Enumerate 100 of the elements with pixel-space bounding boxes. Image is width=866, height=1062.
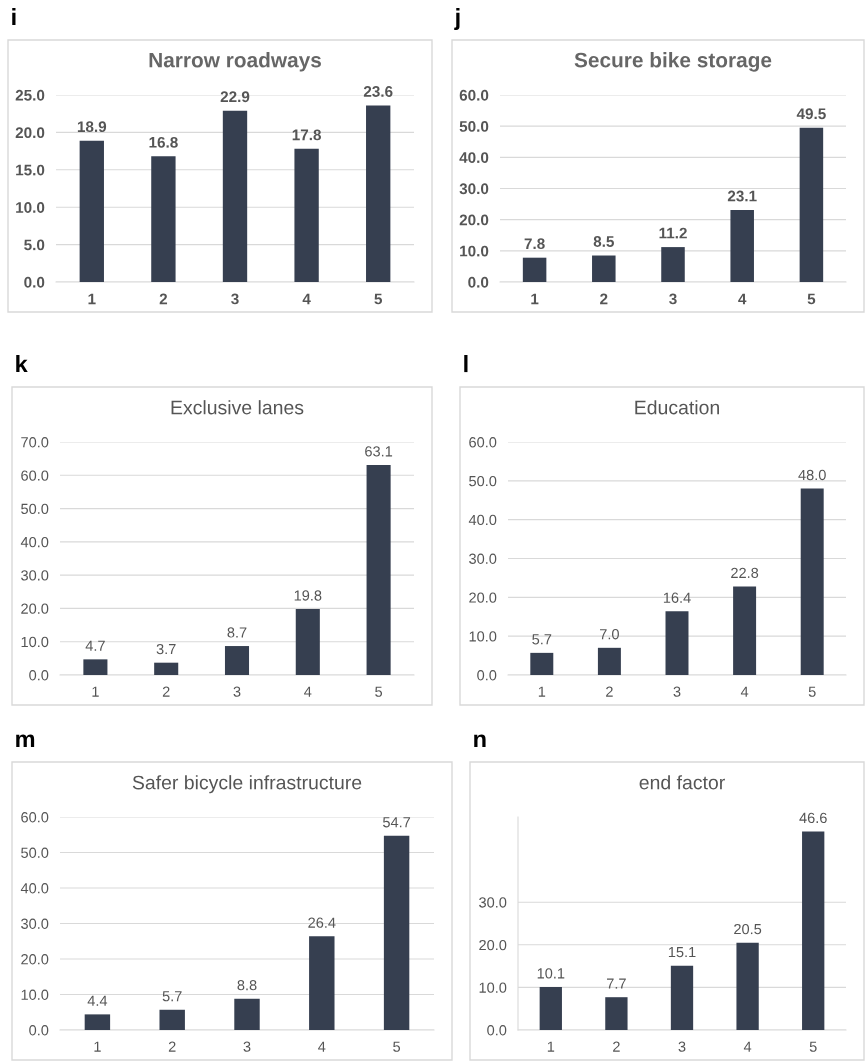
y-tick-label: 20.0 (479, 939, 507, 951)
bar (83, 659, 108, 675)
bar (295, 609, 320, 675)
x-tick-label: 2 (159, 293, 168, 305)
x-tick-label: 4 (318, 1041, 326, 1052)
data-label: 5.7 (532, 634, 552, 645)
y-tick-label: 20.0 (21, 603, 49, 614)
x-tick-label: 4 (740, 686, 749, 697)
data-label: 8.7 (227, 627, 247, 638)
x-tick-label: 4 (738, 293, 747, 305)
y-tick-label: 10.0 (479, 982, 507, 993)
y-tick-label: 10.0 (460, 245, 489, 257)
data-label: 5.7 (162, 991, 182, 1002)
y-tick-label: 0.0 (29, 670, 49, 681)
y-tick-label: 10.0 (16, 202, 45, 213)
data-label: 46.6 (799, 812, 827, 824)
bar (530, 652, 554, 675)
bar (605, 997, 628, 1030)
data-label: 10.1 (537, 968, 565, 979)
data-label: 48.0 (798, 469, 826, 481)
x-tick-label: 3 (669, 293, 677, 305)
data-label: 18.9 (77, 121, 107, 133)
bar (539, 986, 562, 1030)
bar (522, 257, 547, 282)
chart-title: Secure bike storage (574, 52, 772, 72)
data-label: 3.7 (156, 643, 176, 655)
y-tick-label: 50.0 (21, 503, 49, 514)
bar (592, 255, 616, 282)
data-label: 11.2 (659, 227, 687, 239)
data-label: 8.8 (237, 980, 257, 991)
y-tick-label: 20.0 (15, 127, 45, 139)
text: i (12, 7, 16, 26)
bar (366, 105, 391, 282)
y-tick-label: 10.0 (21, 989, 49, 1000)
x-tick-label: 2 (168, 1041, 176, 1052)
y-tick-label: 60.0 (469, 437, 497, 448)
y-tick-label: 30.0 (21, 570, 49, 581)
chart-title: Exclusive lanes (171, 400, 304, 415)
y-tick-label: 20.0 (21, 954, 49, 965)
bar (222, 110, 248, 282)
bar (294, 148, 319, 282)
text: j (454, 7, 460, 30)
y-tick-label: 70.0 (21, 437, 49, 448)
x-tick-label: 5 (374, 293, 383, 305)
data-label: 22.9 (220, 91, 250, 103)
bar (733, 586, 757, 675)
x-tick-label: 5 (375, 686, 383, 697)
x-tick-label: 5 (809, 1041, 817, 1052)
y-tick-label: 20.0 (459, 214, 489, 226)
y-tick-label: 30.0 (479, 897, 507, 908)
chart-title: Safer bicycle infrastructure (132, 775, 362, 794)
data-label: 26.4 (308, 917, 336, 928)
y-tick-label: 40.0 (459, 152, 489, 164)
data-label: 8.5 (593, 236, 614, 247)
text: k (16, 354, 28, 373)
data-label: 23.6 (363, 86, 393, 97)
data-label: 49.5 (796, 108, 826, 120)
x-tick-label: 2 (606, 686, 613, 697)
y-tick-label: 0.0 (487, 1025, 507, 1036)
bar (730, 210, 754, 282)
x-tick-label: 5 (807, 293, 816, 305)
y-tick-label: 0.0 (29, 1025, 49, 1036)
text: m (16, 734, 35, 748)
data-label: 4.4 (87, 995, 108, 1006)
bar (736, 942, 759, 1030)
y-tick-label: 40.0 (468, 514, 497, 526)
bar (670, 965, 694, 1030)
y-tick-label: 20.0 (469, 592, 497, 603)
bar (802, 831, 825, 1030)
data-label: 20.5 (734, 923, 762, 935)
y-tick-label: 10.0 (21, 636, 49, 648)
data-label: 54.7 (382, 817, 411, 828)
bar (154, 662, 179, 675)
bar (665, 611, 689, 675)
y-tick-label: 0.0 (477, 670, 497, 681)
x-tick-label: 3 (673, 686, 681, 697)
x-tick-label: 1 (94, 1041, 101, 1052)
bar (661, 247, 685, 282)
data-label: 23.1 (727, 190, 757, 202)
y-tick-label: 30.0 (459, 183, 489, 195)
x-tick-label: 1 (92, 686, 99, 697)
y-tick-label: 50.0 (459, 121, 489, 132)
x-tick-label: 3 (231, 293, 239, 305)
chart-title: Narrow roadways (149, 52, 321, 72)
data-label: 22.8 (731, 567, 759, 579)
bar (151, 156, 176, 282)
x-tick-label: 4 (743, 1041, 752, 1052)
data-label: 4.7 (85, 640, 105, 651)
y-tick-label: 0.0 (468, 276, 489, 288)
y-tick-label: 50.0 (21, 847, 49, 858)
y-tick-label: 30.0 (469, 553, 497, 564)
data-label: 16.4 (663, 592, 691, 603)
x-tick-label: 3 (243, 1041, 251, 1052)
x-tick-label: 1 (547, 1041, 555, 1052)
y-tick-label: 0.0 (24, 276, 45, 288)
x-tick-label: 1 (88, 293, 96, 305)
data-label: 19.8 (294, 590, 322, 601)
x-tick-label: 3 (678, 1041, 686, 1052)
data-label: 63.1 (365, 446, 393, 457)
bar (224, 646, 250, 675)
